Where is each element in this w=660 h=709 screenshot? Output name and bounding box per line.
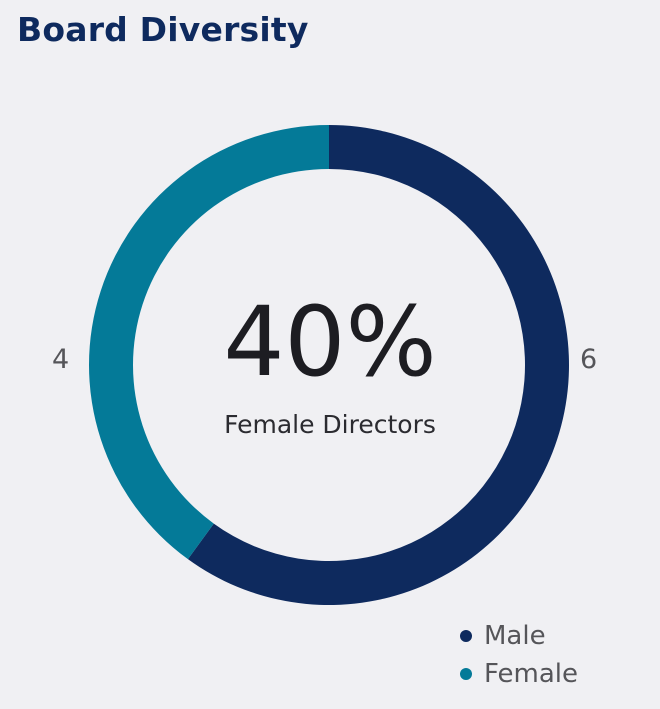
legend-item-male: Male [460, 617, 578, 655]
legend-swatch-male [460, 630, 472, 642]
donut-slice-male [187, 125, 569, 605]
female-directors-label: Female Directors [224, 410, 436, 439]
legend-item-female: Female [460, 655, 578, 693]
female-count-label: 4 [52, 344, 70, 375]
legend: Male Female [460, 617, 578, 693]
legend-label-male: Male [484, 621, 546, 651]
male-count-label: 6 [580, 344, 598, 375]
legend-swatch-female [460, 668, 472, 680]
chart-title: Board Diversity [17, 10, 309, 49]
legend-label-female: Female [484, 659, 579, 689]
female-percentage-value: 40% [223, 286, 437, 398]
donut-slice-female [88, 124, 330, 560]
